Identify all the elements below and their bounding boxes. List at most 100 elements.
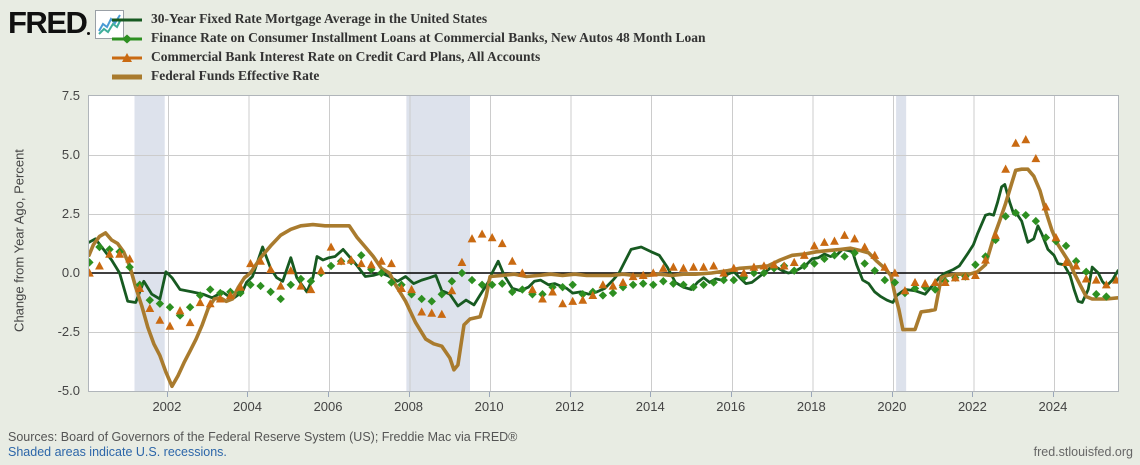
series-marker-triangle [165, 321, 175, 330]
series-marker-triangle [920, 279, 930, 288]
series-marker-triangle [376, 256, 386, 265]
series-marker-diamond [638, 279, 648, 288]
series-marker-diamond [89, 258, 94, 267]
x-tick-mark [730, 392, 732, 397]
series-marker-diamond [417, 294, 426, 304]
series-marker-diamond [649, 280, 658, 289]
series-marker-diamond [749, 268, 759, 278]
y-tick-label: 2.5 [61, 206, 80, 221]
x-tick-mark [650, 392, 652, 397]
x-tick-label: 2004 [233, 399, 262, 414]
series-marker-diamond [810, 259, 819, 268]
series-marker-diamond [286, 280, 295, 289]
series-marker-diamond [1041, 233, 1051, 242]
series-marker-diamond [1102, 292, 1111, 301]
series-marker-triangle [1091, 275, 1101, 284]
series-marker-triangle [316, 266, 326, 275]
x-tick-mark [891, 392, 893, 397]
series-marker-diamond [387, 278, 396, 287]
series-marker-diamond [890, 278, 900, 287]
series-marker-triangle [1101, 280, 1111, 289]
series-marker-triangle [548, 287, 557, 296]
series-marker-triangle [971, 270, 980, 279]
legend-label: Commercial Bank Interest Rate on Credit … [151, 48, 541, 64]
x-tick-label: 2024 [1038, 399, 1068, 414]
series-marker-triangle [1061, 257, 1071, 266]
series-marker-triangle [960, 271, 970, 281]
x-tick-label: 2020 [877, 399, 907, 414]
fred-logo-registered-mark [87, 32, 91, 35]
x-tick-mark [1052, 392, 1054, 397]
series-marker-diamond [628, 280, 638, 289]
series-marker-triangle [326, 242, 336, 251]
series-marker-diamond [689, 282, 698, 292]
series-marker-triangle [719, 268, 729, 277]
x-tick-label: 2016 [716, 399, 746, 414]
series-marker-triangle [910, 277, 920, 287]
fred-logo: FRED [8, 7, 125, 39]
legend-swatch [112, 70, 142, 82]
series-marker-triangle [306, 284, 316, 294]
series-marker-diamond [669, 279, 678, 288]
x-tick-mark [972, 392, 974, 397]
y-tick-label: -5.0 [57, 383, 80, 398]
series-marker-triangle [215, 294, 225, 303]
series-marker-triangle [507, 256, 517, 265]
series-marker-triangle [648, 268, 658, 277]
series-marker-triangle [699, 262, 708, 271]
legend-label: Federal Funds Effective Rate [151, 67, 320, 83]
y-tick-label: 7.5 [61, 88, 80, 103]
series-marker-diamond [467, 275, 477, 285]
series-marker-triangle [256, 256, 265, 265]
series-marker-diamond [427, 297, 436, 306]
series-marker-triangle [95, 261, 104, 270]
series-marker-triangle [266, 264, 276, 274]
x-tick-mark [811, 392, 813, 397]
series-marker-triangle [799, 250, 809, 259]
series-marker-diamond [326, 261, 336, 271]
series-marker-diamond [155, 299, 165, 308]
series-marker-triangle [749, 262, 759, 271]
series-marker-diamond [971, 260, 980, 269]
recession-note-link[interactable]: Shaded areas indicate U.S. recessions. [8, 445, 227, 459]
x-tick-mark [408, 392, 410, 397]
series-marker-triangle [558, 299, 568, 308]
series-marker-diamond [1001, 212, 1010, 221]
series-marker-diamond [699, 280, 708, 289]
y-tick-label: 5.0 [61, 147, 80, 162]
series-marker-diamond [729, 275, 738, 285]
series-marker-diamond [1011, 208, 1020, 218]
series-marker-triangle [689, 262, 698, 271]
series-marker-diamond [659, 277, 668, 286]
series-marker-triangle [950, 273, 960, 282]
series-marker-diamond [578, 290, 587, 299]
series-marker-diamond [850, 248, 859, 258]
series-marker-triangle [608, 281, 618, 290]
x-tick-label: 2006 [313, 399, 343, 414]
plot-area [88, 95, 1119, 392]
series-marker-triangle [276, 281, 286, 290]
fred-site-text: fred.stlouisfed.org [1033, 445, 1133, 459]
series-marker-triangle [407, 284, 416, 294]
series-marker-diamond [860, 259, 869, 268]
series-marker-diamond [206, 285, 215, 294]
series-marker-triangle [105, 249, 114, 258]
x-tick-label: 2002 [152, 399, 182, 414]
series-marker-diamond [105, 245, 114, 254]
series-marker-triangle [125, 254, 135, 263]
series-marker-triangle [618, 277, 628, 287]
sources-text: Sources: Board of Governors of the Feder… [8, 430, 518, 444]
series-marker-triangle [638, 270, 648, 279]
series-marker-triangle [427, 308, 437, 317]
series-marker-diamond [487, 280, 497, 289]
series-marker-diamond [457, 268, 467, 278]
series-marker-diamond [437, 290, 446, 299]
series-marker-triangle [840, 230, 849, 239]
series-marker-triangle [679, 263, 688, 272]
series-marker-diamond [195, 291, 205, 300]
series-marker-triangle [246, 258, 255, 268]
legend-swatch [112, 32, 142, 44]
series-marker-diamond [236, 288, 245, 298]
x-tick-label: 2014 [635, 399, 665, 414]
series-marker-diamond [930, 285, 940, 294]
